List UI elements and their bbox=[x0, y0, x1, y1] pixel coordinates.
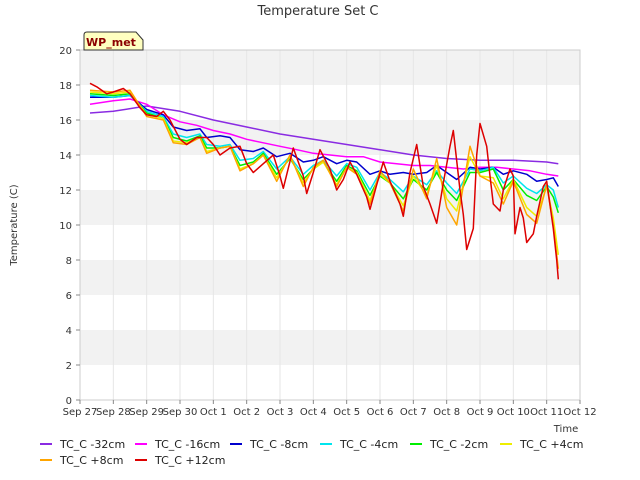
y-axis-ticks: 0 2 4 6 8 10 12 14 16 18 20 bbox=[59, 46, 80, 407]
x-tick-label: Oct 2 bbox=[233, 407, 260, 418]
grid-band bbox=[80, 85, 580, 120]
x-tick-label: Oct 8 bbox=[433, 407, 460, 418]
legend-label: TC_C +4cm bbox=[520, 437, 584, 451]
badge-shape bbox=[83, 31, 144, 51]
x-tick-label: Oct 11 bbox=[530, 407, 563, 418]
legend-item: TC_C +4cm bbox=[500, 438, 583, 451]
x-tick-label: Sep 30 bbox=[163, 407, 198, 418]
x-tick-label: Oct 6 bbox=[367, 407, 394, 418]
vertical-gridlines bbox=[112, 50, 548, 400]
grid-bands bbox=[80, 50, 580, 400]
grid-band bbox=[80, 120, 580, 155]
legend-row-1: TC_C -32cm TC_C -16cm TC_C -8cm TC_C -4c… bbox=[40, 436, 620, 452]
chart-title: Temperature Set C bbox=[256, 4, 378, 19]
series-lines bbox=[89, 82, 560, 280]
series-line bbox=[89, 82, 560, 280]
series-line bbox=[89, 94, 560, 208]
y-tick-label: 18 bbox=[59, 81, 72, 92]
x-tick-label: Oct 10 bbox=[497, 407, 530, 418]
legend-item: TC_C -16cm bbox=[135, 438, 226, 451]
legend-label: TC_C +12cm bbox=[155, 453, 226, 467]
legend-label: TC_C -8cm bbox=[250, 437, 309, 451]
legend-item: TC_C -2cm bbox=[410, 438, 496, 451]
y-tick-label: 10 bbox=[59, 221, 72, 232]
x-tick-label: Oct 5 bbox=[333, 407, 360, 418]
legend-item: TC_C +8cm bbox=[40, 454, 131, 467]
legend-swatch bbox=[320, 443, 332, 445]
x-tick-label: Oct 9 bbox=[467, 407, 494, 418]
series-line bbox=[90, 94, 559, 187]
x-tick-label: Oct 7 bbox=[400, 407, 427, 418]
legend-item: TC_C -8cm bbox=[230, 438, 316, 451]
x-tick-label: Oct 4 bbox=[300, 407, 327, 418]
legend-item: TC_C +12cm bbox=[135, 454, 225, 467]
grid-band bbox=[80, 260, 580, 295]
legend-swatch bbox=[135, 459, 147, 461]
x-tick-label: Oct 1 bbox=[200, 407, 227, 418]
y-tick-label: 2 bbox=[66, 361, 72, 372]
series-line bbox=[89, 89, 560, 269]
x-tick-label: Sep 29 bbox=[129, 407, 164, 418]
legend-label: TC_C -32cm bbox=[60, 437, 126, 451]
y-tick-label: 12 bbox=[59, 186, 72, 197]
grid-band bbox=[80, 225, 580, 260]
series-line bbox=[89, 98, 559, 177]
station-badge: WP_met bbox=[83, 31, 144, 51]
legend-swatch bbox=[40, 459, 52, 461]
legend-label: TC_C -4cm bbox=[340, 437, 399, 451]
x-tick-label: Sep 28 bbox=[96, 407, 131, 418]
grid-band bbox=[80, 295, 580, 330]
legend-item: TC_C -32cm bbox=[40, 438, 131, 451]
grid-band bbox=[80, 330, 580, 365]
x-axis-label: Time bbox=[553, 424, 578, 435]
legend-swatch bbox=[500, 443, 512, 445]
legend-label: TC_C +8cm bbox=[60, 453, 124, 467]
legend-swatch bbox=[40, 443, 52, 445]
x-tick-label: Oct 3 bbox=[267, 407, 294, 418]
y-tick-label: 16 bbox=[59, 116, 72, 127]
legend-swatch bbox=[230, 443, 242, 445]
y-tick-label: 0 bbox=[66, 396, 72, 407]
x-tick-label: Oct 12 bbox=[563, 407, 596, 418]
y-tick-label: 8 bbox=[66, 256, 72, 267]
y-tick-label: 20 bbox=[59, 46, 72, 57]
series-line bbox=[89, 105, 559, 165]
x-tick-label: Sep 27 bbox=[63, 407, 98, 418]
badge-label: WP_met bbox=[86, 36, 136, 49]
legend-label: TC_C -16cm bbox=[155, 437, 221, 451]
y-tick-label: 14 bbox=[59, 151, 72, 162]
y-tick-label: 6 bbox=[66, 291, 72, 302]
grid-band bbox=[80, 365, 580, 400]
chart-legend: TC_C -32cm TC_C -16cm TC_C -8cm TC_C -4c… bbox=[40, 436, 620, 468]
y-tick-label: 4 bbox=[66, 326, 72, 337]
legend-swatch bbox=[135, 443, 147, 445]
grid-band bbox=[80, 50, 580, 85]
legend-item: TC_C -4cm bbox=[320, 438, 406, 451]
y-axis-label: Temperature (C) bbox=[9, 184, 20, 266]
legend-label: TC_C -2cm bbox=[430, 437, 489, 451]
legend-swatch bbox=[410, 443, 422, 445]
legend-row-2: TC_C +8cm TC_C +12cm bbox=[40, 452, 620, 468]
